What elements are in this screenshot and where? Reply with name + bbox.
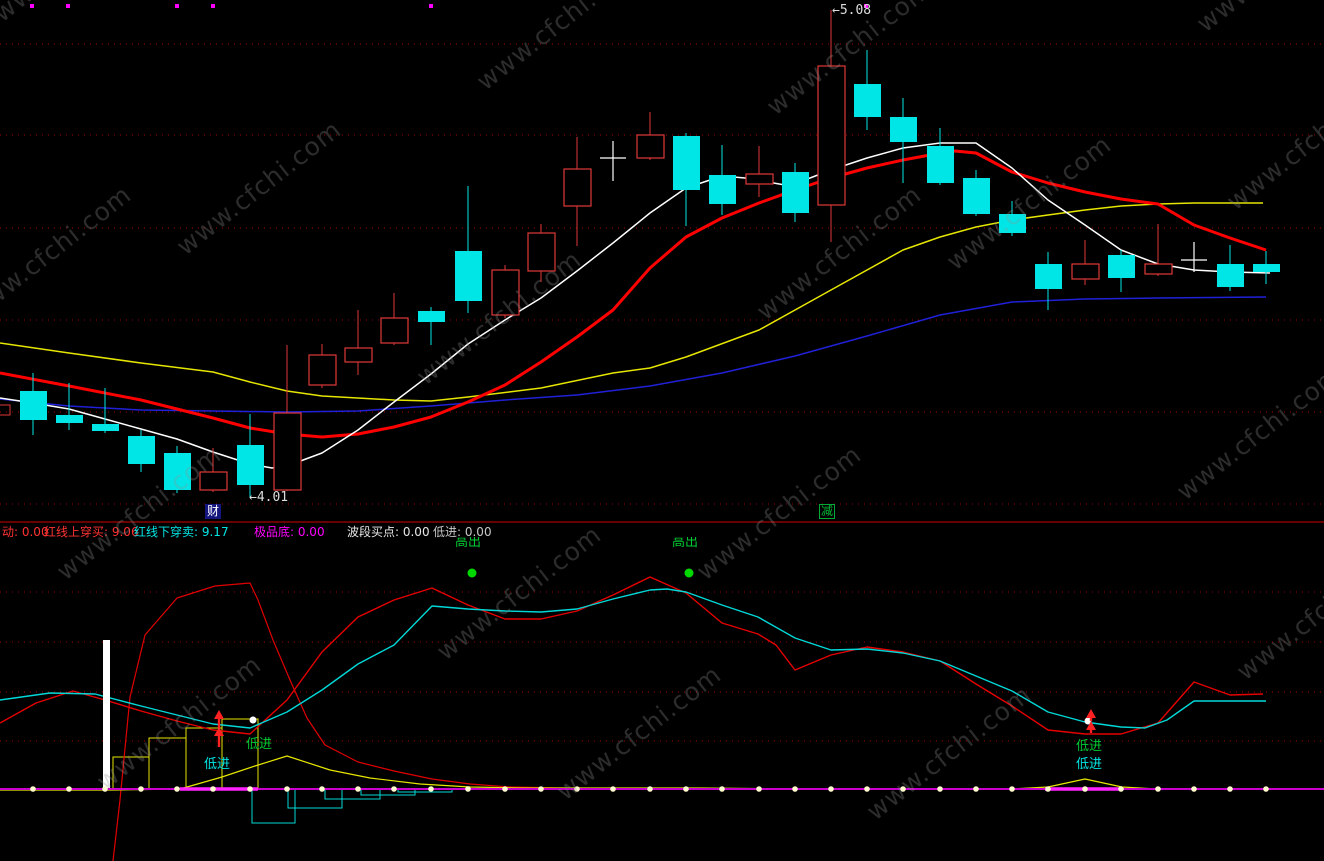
indicator-value-dijin: 低进: 0.00 [433, 525, 492, 539]
low-price-callout: ←4.01 [249, 490, 289, 505]
indicator-value-red-cross-sell: 红线下穿卖: 9.17 [134, 525, 229, 539]
high-price-callout: ←5.08 [832, 3, 872, 18]
oscillator-gridlines [0, 591, 1324, 790]
indicator-value-boduan: 波段买点: 0.00 [347, 525, 430, 539]
buy-arrows [214, 709, 1096, 747]
oscillator-yellow-boxes [112, 718, 259, 790]
top-marker-dots [30, 4, 868, 8]
indicator-value-row: 动: 0.00 红线上穿买: 9.06 红线下穿卖: 9.17 极品底: 0.0… [0, 523, 1324, 539]
jian-marker-badge: 减 [819, 504, 836, 519]
oscillator-cyan-boxes [251, 788, 453, 824]
arrow-left-icon: ← [249, 490, 257, 505]
candles [0, 10, 1280, 497]
indicator-value-dong: 动: 0.00 [2, 525, 49, 539]
oscillator-lines [0, 576, 1266, 861]
cai-marker-badge: 财 [205, 504, 222, 519]
white-signal-dots [249, 716, 1092, 725]
zero-line-dots [30, 786, 1269, 792]
ma-lines [0, 142, 1271, 469]
white-bar [103, 640, 110, 789]
indicator-value-jipindi: 极品底: 0.00 [254, 525, 325, 539]
arrow-left-icon: ← [832, 3, 840, 18]
indicator-value-red-cross-buy: 红线上穿买: 9.06 [44, 525, 139, 539]
green-signal-dots [467, 568, 694, 578]
